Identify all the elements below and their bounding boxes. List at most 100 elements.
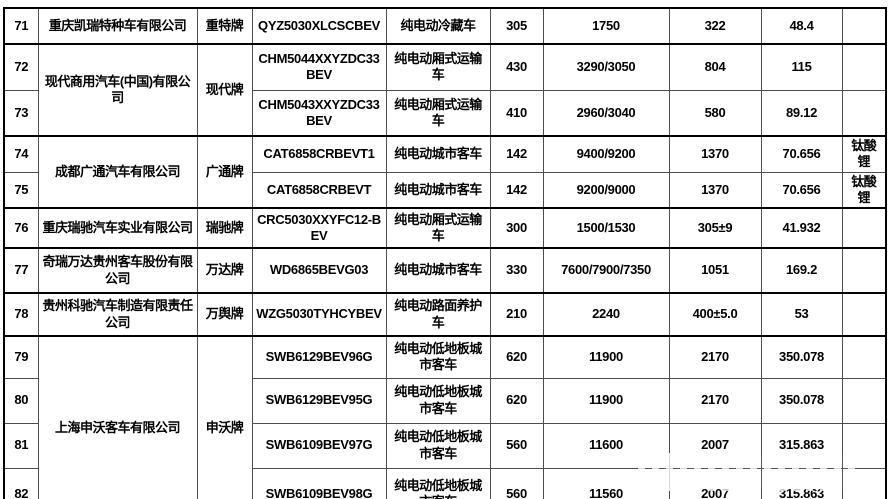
cell-val4: 53 — [760, 292, 843, 337]
cell-model: WD6865BEVG03 — [251, 247, 387, 294]
cell-model: SWB6109BEV97G — [251, 422, 387, 469]
cell-battery-note — [841, 377, 887, 424]
cell-val2: 7600/7900/7350 — [542, 247, 670, 294]
cell-vehicle-type: 纯电动路面养护车 — [385, 292, 491, 337]
cell-val4: 89.12 — [760, 89, 843, 137]
cell-val4: 350.078 — [760, 335, 843, 379]
cell-val3: 580 — [668, 89, 762, 137]
table-row: 76 重庆瑞驰汽车实业有限公司 瑞驰牌 CRC5030XXYFC12-BEV 纯… — [3, 207, 887, 249]
table-row: 78 贵州科驰汽车制造有限责任公司 万舆牌 WZG5030TYHCYBEV 纯电… — [3, 292, 887, 337]
cell-val3: 1370 — [668, 171, 762, 209]
cell-serial: 80 — [3, 377, 39, 424]
table-row: 77 奇瑞万达贵州客车股份有限公司 万达牌 WD6865BEVG03 纯电动城市… — [3, 247, 887, 294]
cell-model: WZG5030TYHCYBEV — [251, 292, 387, 337]
cell-brand: 万达牌 — [196, 247, 253, 294]
cell-val4: 350.078 — [760, 377, 843, 424]
cell-model: CRC5030XXYFC12-BEV — [251, 207, 387, 249]
cell-val2: 9400/9200 — [542, 135, 670, 173]
table-row: 74 成都广通汽车有限公司 广通牌 CAT6858CRBEVT1 纯电动城市客车… — [3, 135, 887, 209]
cell-vehicle-type: 纯电动冷藏车 — [385, 7, 491, 45]
cell-val2: 11600 — [542, 422, 670, 469]
cell-serial: 77 — [3, 247, 39, 294]
cell-val3: 804 — [668, 43, 762, 91]
cell-vehicle-type: 纯电动城市客车 — [385, 135, 491, 173]
table-row: 73 CHM5043XXYZDC33BEV 纯电动厢式运输车 410 2960/… — [3, 89, 887, 137]
cell-serial: 79 — [3, 335, 39, 379]
cell-serial: 74 — [3, 135, 39, 173]
cell-val4: 41.932 — [760, 207, 843, 249]
cell-val3: 305±9 — [668, 207, 762, 249]
cell-val1: 620 — [489, 335, 544, 379]
cell-vehicle-type: 纯电动城市客车 — [385, 247, 491, 294]
table-row: 79 上海申沃客车有限公司 申沃牌 SWB6129BEV96G 纯电动低地板城市… — [3, 335, 887, 499]
cell-company: 重庆瑞驰汽车实业有限公司 — [37, 207, 198, 249]
cell-val1: 560 — [489, 467, 544, 499]
cell-val3: 1370 — [668, 135, 762, 173]
cell-val1: 142 — [489, 135, 544, 173]
cell-val4: 70.656 — [760, 135, 843, 173]
cell-serial: 72 — [3, 43, 39, 91]
cell-val2: 2960/3040 — [542, 89, 670, 137]
cell-val2: 2240 — [542, 292, 670, 337]
cell-model: CAT6858CRBEVT — [251, 171, 387, 209]
cell-battery-note — [841, 207, 887, 249]
cell-serial: 82 — [3, 467, 39, 499]
table-row: 71 重庆凯瑞特种车有限公司 重特牌 QYZ5030XLCSCBEV 纯电动冷藏… — [3, 7, 887, 45]
cell-val3: 2007 — [668, 422, 762, 469]
cell-battery-note — [841, 335, 887, 379]
cell-vehicle-type: 纯电动低地板城市客车 — [385, 422, 491, 469]
cell-company: 重庆凯瑞特种车有限公司 — [37, 7, 198, 45]
cell-battery-note: 钛酸锂 — [841, 135, 887, 173]
cell-val4: 70.656 — [760, 171, 843, 209]
cell-val4: 115 — [760, 43, 843, 91]
cell-vehicle-type: 纯电动低地板城市客车 — [385, 467, 491, 499]
cell-vehicle-type: 纯电动厢式运输车 — [385, 89, 491, 137]
cell-brand: 重特牌 — [196, 7, 253, 45]
cell-company: 贵州科驰汽车制造有限责任公司 — [37, 292, 198, 337]
cell-battery-note — [841, 422, 887, 469]
cell-val1: 560 — [489, 422, 544, 469]
cell-company: 成都广通汽车有限公司 — [37, 135, 198, 209]
cell-model: SWB6129BEV96G — [251, 335, 387, 379]
cell-val1: 300 — [489, 207, 544, 249]
table-row: 72 现代商用汽车(中国)有限公司 现代牌 CHM5044XXYZDC33BEV… — [3, 43, 887, 137]
cell-vehicle-type: 纯电动厢式运输车 — [385, 43, 491, 91]
cell-vehicle-type: 纯电动厢式运输车 — [385, 207, 491, 249]
cell-vehicle-type: 纯电动城市客车 — [385, 171, 491, 209]
cell-model: CHM5043XXYZDC33BEV — [251, 89, 387, 137]
cell-val1: 620 — [489, 377, 544, 424]
cell-val3: 1051 — [668, 247, 762, 294]
cell-val3: 2170 — [668, 377, 762, 424]
cell-battery-note — [841, 7, 887, 45]
cell-battery-note — [841, 292, 887, 337]
cell-serial: 73 — [3, 89, 39, 137]
cell-val2: 11560 — [542, 467, 670, 499]
cell-brand: 瑞驰牌 — [196, 207, 253, 249]
cell-val3: 2170 — [668, 335, 762, 379]
cell-val4: 315.863 — [760, 422, 843, 469]
cell-val1: 410 — [489, 89, 544, 137]
cell-val1: 330 — [489, 247, 544, 294]
cell-val2: 11900 — [542, 377, 670, 424]
cell-val4: 48.4 — [760, 7, 843, 45]
cell-val1: 210 — [489, 292, 544, 337]
cell-val4: 315.863 — [760, 467, 843, 499]
cell-model: SWB6129BEV95G — [251, 377, 387, 424]
cell-val3: 400±5.0 — [668, 292, 762, 337]
cell-brand: 万舆牌 — [196, 292, 253, 337]
cell-model: SWB6109BEV98G — [251, 467, 387, 499]
cell-val2: 9200/9000 — [542, 171, 670, 209]
cell-battery-note — [841, 89, 887, 137]
cell-model: QYZ5030XLCSCBEV — [251, 7, 387, 45]
cell-model: CHM5044XXYZDC33BEV — [251, 43, 387, 91]
cell-company: 奇瑞万达贵州客车股份有限公司 — [37, 247, 198, 294]
cell-val1: 305 — [489, 7, 544, 45]
cell-serial: 75 — [3, 171, 39, 209]
cell-val2: 1750 — [542, 7, 670, 45]
cell-vehicle-type: 纯电动低地板城市客车 — [385, 335, 491, 379]
cell-brand: 申沃牌 — [196, 335, 253, 499]
cell-serial: 78 — [3, 292, 39, 337]
cell-vehicle-type: 纯电动低地板城市客车 — [385, 377, 491, 424]
cell-val3: 322 — [668, 7, 762, 45]
